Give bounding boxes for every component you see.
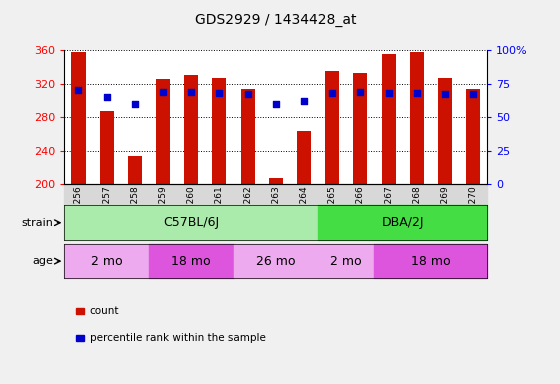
Text: DBA/2J: DBA/2J: [381, 216, 424, 229]
Bar: [72, 53, 86, 184]
Point: [356, 89, 365, 95]
Text: GDS2929 / 1434428_at: GDS2929 / 1434428_at: [195, 13, 357, 27]
Point: [130, 101, 139, 107]
Bar: [375, 244, 487, 278]
Bar: [234, 244, 318, 278]
Point: [469, 91, 478, 98]
Point: [187, 89, 196, 95]
Point: [384, 90, 393, 96]
Point: [440, 91, 449, 98]
Bar: [64, 244, 149, 278]
Text: C57BL/6J: C57BL/6J: [163, 216, 220, 229]
Bar: [318, 244, 375, 278]
Bar: [353, 73, 367, 184]
Point: [74, 87, 83, 93]
Bar: [128, 156, 142, 184]
Point: [243, 91, 252, 98]
Text: 18 mo: 18 mo: [411, 255, 451, 268]
Point: [102, 94, 111, 100]
Point: [158, 89, 167, 95]
Bar: [325, 71, 339, 184]
Text: count: count: [90, 306, 119, 316]
Bar: [297, 131, 311, 184]
Point: [328, 90, 337, 96]
Bar: [438, 78, 452, 184]
Text: 2 mo: 2 mo: [330, 255, 362, 268]
Text: 18 mo: 18 mo: [171, 255, 211, 268]
Bar: [100, 111, 114, 184]
Bar: [156, 79, 170, 184]
Text: age: age: [32, 256, 53, 266]
Point: [215, 90, 224, 96]
Text: percentile rank within the sample: percentile rank within the sample: [90, 333, 265, 343]
Bar: [381, 54, 395, 184]
Bar: [64, 205, 318, 240]
Point: [271, 101, 280, 107]
Bar: [241, 89, 255, 184]
Bar: [318, 205, 487, 240]
Text: 26 mo: 26 mo: [256, 255, 296, 268]
Point: [300, 98, 309, 104]
Bar: [466, 89, 480, 184]
Bar: [269, 177, 283, 184]
Text: 2 mo: 2 mo: [91, 255, 123, 268]
Text: strain: strain: [21, 218, 53, 228]
Bar: [184, 75, 198, 184]
Bar: [149, 244, 234, 278]
Point: [412, 90, 421, 96]
Bar: [410, 51, 424, 184]
Bar: [212, 78, 226, 184]
